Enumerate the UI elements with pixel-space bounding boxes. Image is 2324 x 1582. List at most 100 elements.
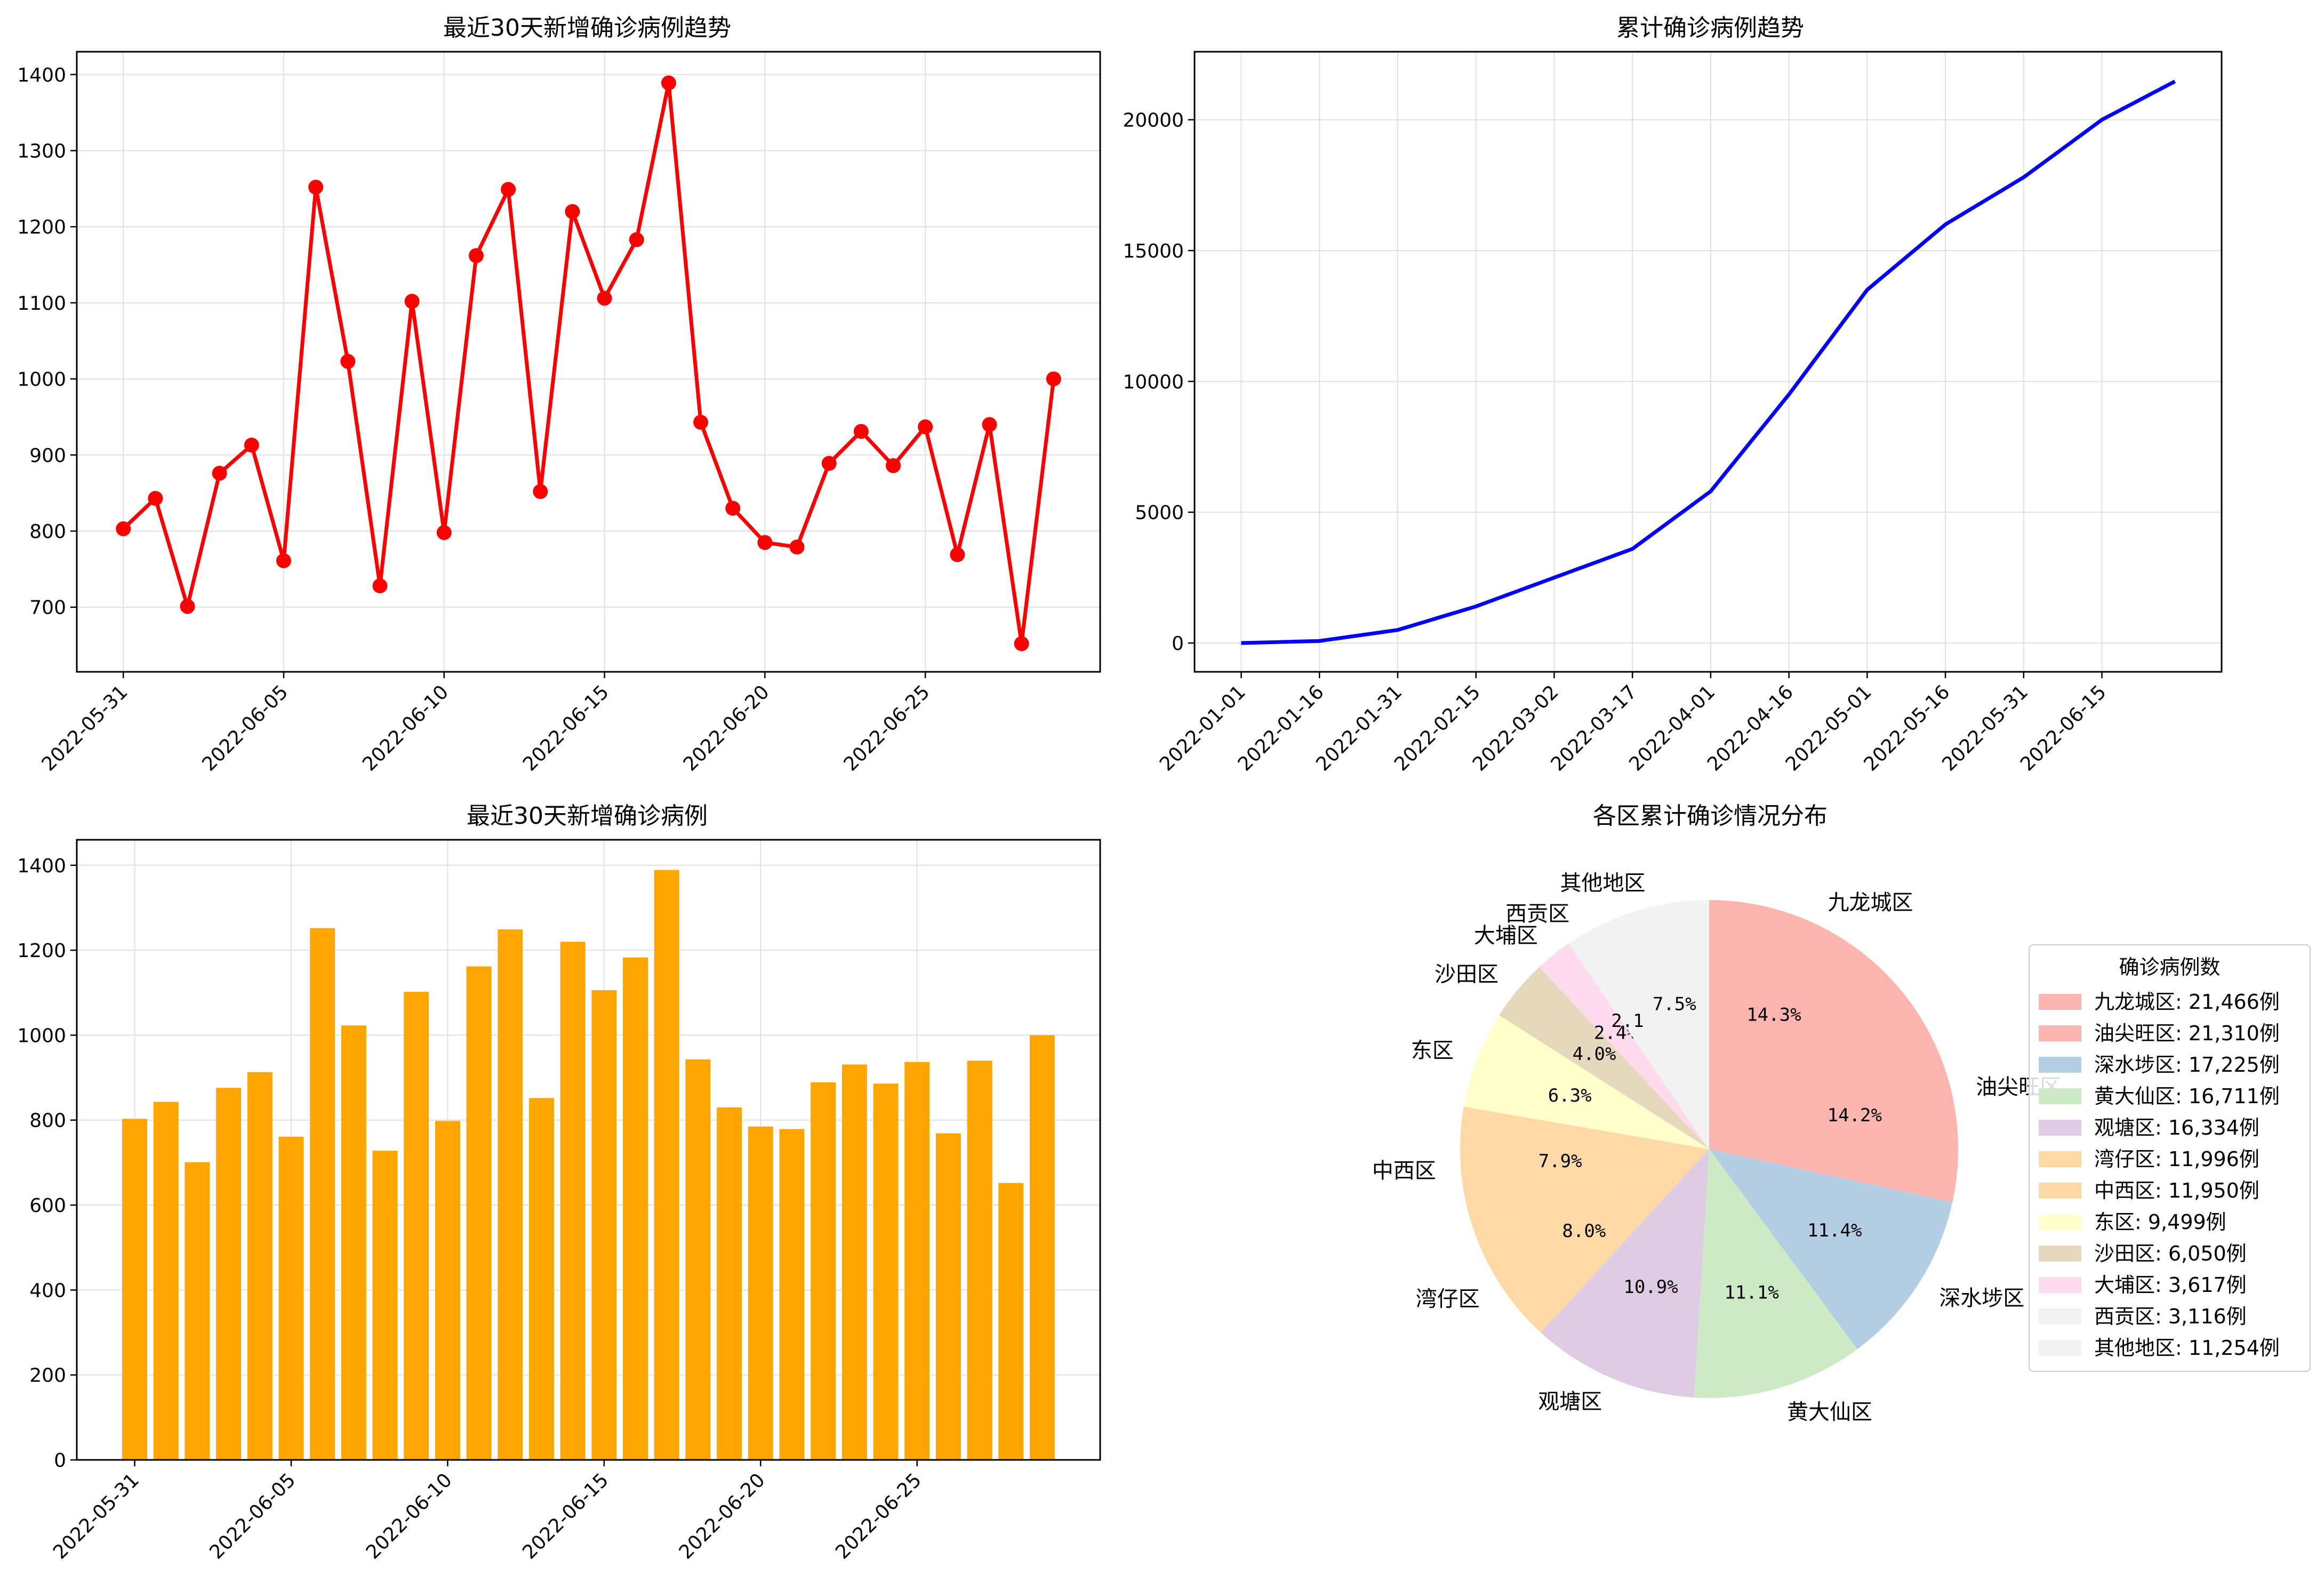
data-point	[468, 248, 484, 263]
bar	[466, 966, 492, 1460]
legend-entry: 沙田区: 6,050例	[2094, 1242, 2247, 1265]
slice-label: 沙田区	[1435, 962, 1498, 987]
legend-box	[2029, 944, 2311, 1372]
data-point	[597, 291, 612, 306]
y-tick-label: 20000	[1123, 110, 1184, 132]
bar	[435, 1121, 460, 1460]
legend-swatch	[2039, 994, 2081, 1010]
data-point	[1014, 636, 1029, 652]
bar	[498, 929, 523, 1460]
y-tick-label: 600	[29, 1195, 66, 1217]
data-point	[725, 501, 741, 516]
chart-title: 各区累计确诊情况分布	[1593, 802, 1828, 830]
slice-label: 东区	[1411, 1039, 1454, 1063]
bar	[654, 870, 679, 1460]
bar	[528, 1098, 554, 1460]
legend-swatch	[2039, 1308, 2081, 1324]
slice-percent-label: 11.4%	[1807, 1220, 1862, 1241]
legend-swatch	[2039, 1088, 2081, 1104]
pie-slice	[1473, 1149, 1709, 1333]
bar	[591, 990, 617, 1460]
bar	[623, 957, 648, 1460]
y-tick-label: 900	[29, 445, 66, 467]
x-tick-label: 2022-05-31	[38, 681, 132, 775]
bar	[216, 1088, 242, 1460]
y-tick-label: 15000	[1123, 240, 1184, 262]
y-tick-label: 800	[29, 1110, 66, 1132]
legend-title: 确诊病例数	[2119, 955, 2220, 979]
pie-slice	[1541, 1149, 1709, 1398]
bar	[779, 1129, 805, 1460]
slice-percent-label: 7.9%	[1538, 1151, 1582, 1172]
daily-cases-bar-chart: 最近30天新增确诊病例 0 200 400 600 800 1000 1200 1400 202…	[17, 802, 1101, 1563]
cumulative-cases-series-line	[1241, 79, 2176, 645]
bar	[310, 928, 335, 1460]
bar	[278, 1136, 304, 1460]
legend-entry: 西贡区: 3,116例	[2094, 1305, 2247, 1328]
y-tick-label: 10000	[1123, 371, 1184, 393]
legend-swatch	[2039, 1277, 2081, 1293]
pie-slice	[1499, 967, 1709, 1149]
x-tick-label: 2022-06-15	[518, 1469, 613, 1563]
legend-entry: 中西区: 11,950例	[2094, 1179, 2259, 1202]
data-point	[404, 294, 420, 309]
bar	[560, 942, 586, 1460]
y-tick-label: 5000	[1135, 502, 1184, 524]
y-tick-label: 1200	[17, 940, 66, 962]
chart-title: 最近30天新增确诊病例趋势	[443, 14, 731, 42]
slice-percent-label: 14.2%	[1828, 1105, 1882, 1126]
bar	[904, 1062, 930, 1460]
bar	[811, 1082, 836, 1460]
bar	[372, 1151, 398, 1460]
bar	[247, 1072, 273, 1460]
bar	[404, 992, 429, 1460]
legend-swatch	[2039, 1151, 2081, 1167]
y-tick-label: 0	[1172, 633, 1184, 655]
bar	[873, 1083, 899, 1460]
y-tick-label: 1000	[17, 1025, 66, 1047]
y-tick-label: 1100	[17, 293, 66, 315]
data-point	[661, 75, 676, 91]
legend-swatch	[2039, 1057, 2081, 1073]
data-point	[148, 491, 163, 506]
slice-percent-label: 10.9%	[1623, 1276, 1678, 1298]
data-point	[180, 599, 195, 614]
x-tick-label: 2022-06-05	[198, 681, 292, 775]
district-pie-chart: 各区累计确诊情况分布 14.3%九龙城区14.2%油尖旺区11.4%深水埗区11…	[1372, 802, 2311, 1424]
daily-cases-series-line	[122, 81, 1056, 646]
legend-entry: 黄大仙区: 16,711例	[2094, 1085, 2280, 1108]
bar	[685, 1059, 711, 1460]
pie-slice	[1694, 1149, 1857, 1398]
data-point	[212, 465, 227, 481]
slice-label: 黄大仙区	[1787, 1400, 1872, 1424]
daily-cases-line-chart: 最近30天新增确诊病例趋势 700 800 900 1000 1100 1200 1300 1…	[17, 14, 1101, 775]
chart-title: 最近30天新增确诊病例	[467, 802, 708, 830]
x-tick-label: 2022-06-25	[831, 1469, 926, 1563]
pie-slice	[1709, 993, 1959, 1202]
data-point	[244, 437, 259, 453]
legend-entry: 九龙城区: 21,466例	[2094, 990, 2280, 1014]
slice-percent-label: 11.1%	[1724, 1282, 1778, 1304]
pie-slice	[1460, 1106, 1709, 1230]
bar	[967, 1061, 992, 1460]
slice-percent-label: 4.0%	[1573, 1043, 1616, 1065]
slice-label: 大埔区	[1474, 923, 1538, 948]
y-tick-label: 1400	[17, 855, 66, 877]
data-point	[853, 424, 869, 439]
data-point	[789, 539, 805, 555]
data-point	[565, 204, 580, 219]
bar	[185, 1162, 210, 1460]
plot-frame	[1193, 51, 2223, 673]
bar	[122, 1119, 148, 1460]
legend-entry: 其他地区: 11,254例	[2094, 1336, 2280, 1360]
data-point	[693, 414, 709, 430]
slice-label: 深水埗区	[1939, 1286, 2024, 1311]
slice-percent-label: 7.5%	[1653, 993, 1696, 1015]
x-tick-label: 2022-05-31	[49, 1469, 143, 1563]
data-point	[982, 417, 997, 432]
bar	[748, 1126, 773, 1460]
legend-entry: 湾仔区: 11,996例	[2094, 1147, 2259, 1171]
slice-label: 湾仔区	[1416, 1287, 1480, 1312]
legend-entry: 油尖旺区: 21,310例	[2094, 1022, 2280, 1045]
